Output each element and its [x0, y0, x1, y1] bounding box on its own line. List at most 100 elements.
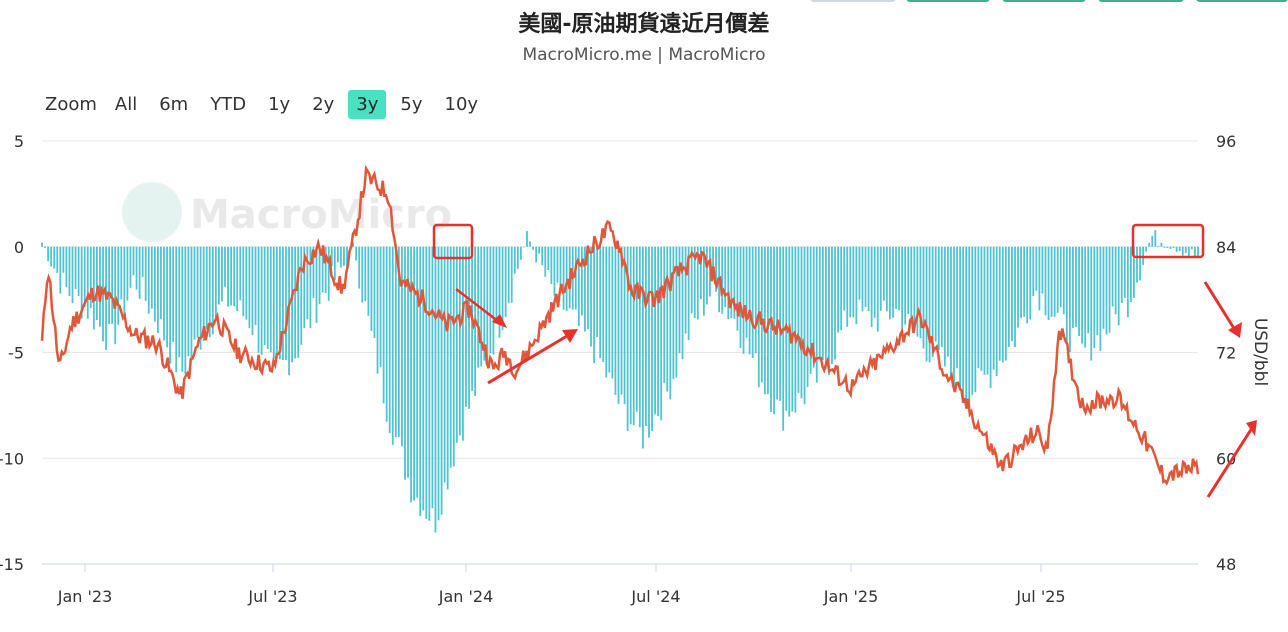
spread-bar: [50, 246, 53, 267]
left-tick-label: -15: [0, 555, 24, 574]
spread-bar: [1172, 246, 1175, 248]
top-button-5[interactable]: [1196, 0, 1288, 2]
spread-bar: [117, 246, 120, 325]
spread-bar: [181, 246, 184, 372]
spread-bar: [1072, 246, 1074, 328]
spread-bar: [1011, 246, 1013, 342]
spread-bar: [998, 246, 1001, 361]
spread-bar: [980, 246, 983, 371]
spread-bar: [1136, 246, 1138, 283]
spread-bar: [690, 246, 693, 314]
range-button-ytd[interactable]: YTD: [210, 93, 247, 115]
spread-bar: [574, 246, 577, 310]
spread-bar: [141, 246, 144, 277]
spread-bar: [187, 246, 190, 357]
right-axis-title: USD/bbl: [1250, 318, 1270, 386]
left-tick-label: 5: [14, 132, 24, 151]
spread-bar: [312, 246, 315, 298]
top-button-1[interactable]: [810, 0, 896, 2]
spread-bar: [913, 246, 916, 333]
spread-bar: [1047, 246, 1050, 320]
chart-title: 美國-原油期貨遠近月價差: [518, 12, 770, 37]
spread-bar: [1075, 246, 1077, 327]
spread-bar: [385, 246, 388, 422]
spread-bar: [669, 246, 672, 400]
spread-bar: [318, 246, 321, 305]
spread-bar: [1093, 246, 1096, 349]
right-tick-label: 48: [1216, 555, 1236, 574]
spread-bar: [1184, 246, 1187, 253]
spread-bar: [1023, 246, 1026, 317]
spread-bar: [541, 246, 544, 266]
x-tick-label: Jul '25: [1015, 587, 1065, 606]
spread-bar: [513, 246, 516, 274]
spread-bar: [419, 246, 422, 517]
spread-bar: [86, 246, 89, 319]
spread-bar: [324, 246, 327, 294]
spread-bar: [92, 246, 95, 330]
range-button-2y[interactable]: 2y: [312, 93, 335, 115]
spread-bar: [275, 246, 278, 359]
spread-bar: [1160, 242, 1163, 247]
range-button-1y[interactable]: 1y: [268, 93, 291, 115]
spread-bar: [516, 246, 519, 269]
spread-bar: [882, 246, 885, 301]
spread-bar: [364, 246, 367, 302]
right-tick-label: 96: [1216, 132, 1236, 151]
spread-bar: [907, 246, 910, 314]
range-button-all[interactable]: All: [114, 93, 138, 115]
spread-bar: [80, 246, 83, 319]
spread-bar: [321, 246, 324, 293]
spread-bar: [666, 246, 669, 392]
spread-bar: [59, 246, 62, 294]
spread-bar: [1123, 246, 1126, 298]
spread-bar: [483, 246, 486, 361]
range-button-3y[interactable]: 3y: [348, 89, 387, 119]
spread-bar: [221, 246, 223, 302]
spread-bar: [1065, 246, 1068, 343]
top-button-2[interactable]: [906, 0, 990, 2]
spread-bar: [950, 246, 952, 376]
spread-bar: [562, 246, 565, 310]
spread-bar: [1068, 246, 1071, 353]
spread-bar: [1102, 246, 1105, 329]
range-button-5y[interactable]: 5y: [400, 93, 423, 115]
spread-bar: [925, 246, 928, 362]
spread-bar: [590, 246, 592, 347]
spread-bar: [1007, 246, 1010, 347]
spread-bar: [849, 246, 852, 318]
spread-bar: [379, 246, 382, 368]
spread-bar: [904, 246, 907, 325]
spread-bar: [83, 246, 86, 308]
spread-bar: [343, 246, 345, 266]
right-axis: 96 84 72 60 48: [1216, 132, 1236, 574]
zoom-label: Zoom: [45, 93, 97, 115]
spread-bar: [834, 246, 836, 360]
right-tick-label: 60: [1216, 449, 1236, 468]
spread-bar: [358, 246, 361, 289]
spread-bar: [739, 246, 742, 348]
spread-bar: [596, 246, 599, 338]
spread-bar: [336, 246, 339, 263]
spread-bar: [1166, 246, 1169, 248]
spread-bar: [382, 246, 385, 404]
range-button-6m[interactable]: 6m: [159, 93, 189, 115]
spread-bar: [529, 241, 531, 247]
spread-bar: [553, 246, 556, 296]
top-button-3[interactable]: [1002, 0, 1086, 2]
spread-bar: [224, 246, 226, 287]
top-button-4[interactable]: [1098, 0, 1184, 2]
spread-bar: [251, 246, 254, 336]
spread-bar: [663, 246, 666, 383]
spread-bar: [806, 246, 809, 387]
spread-bar: [559, 246, 562, 290]
spread-bar: [309, 246, 312, 329]
left-tick-label: 0: [14, 238, 24, 257]
spread-bar: [446, 246, 449, 490]
spread-bar: [770, 246, 772, 412]
spread-bar: [144, 246, 147, 301]
spread-bar: [1087, 246, 1090, 334]
range-button-10y[interactable]: 10y: [444, 93, 479, 115]
x-tick-label: Jan '25: [823, 587, 879, 606]
